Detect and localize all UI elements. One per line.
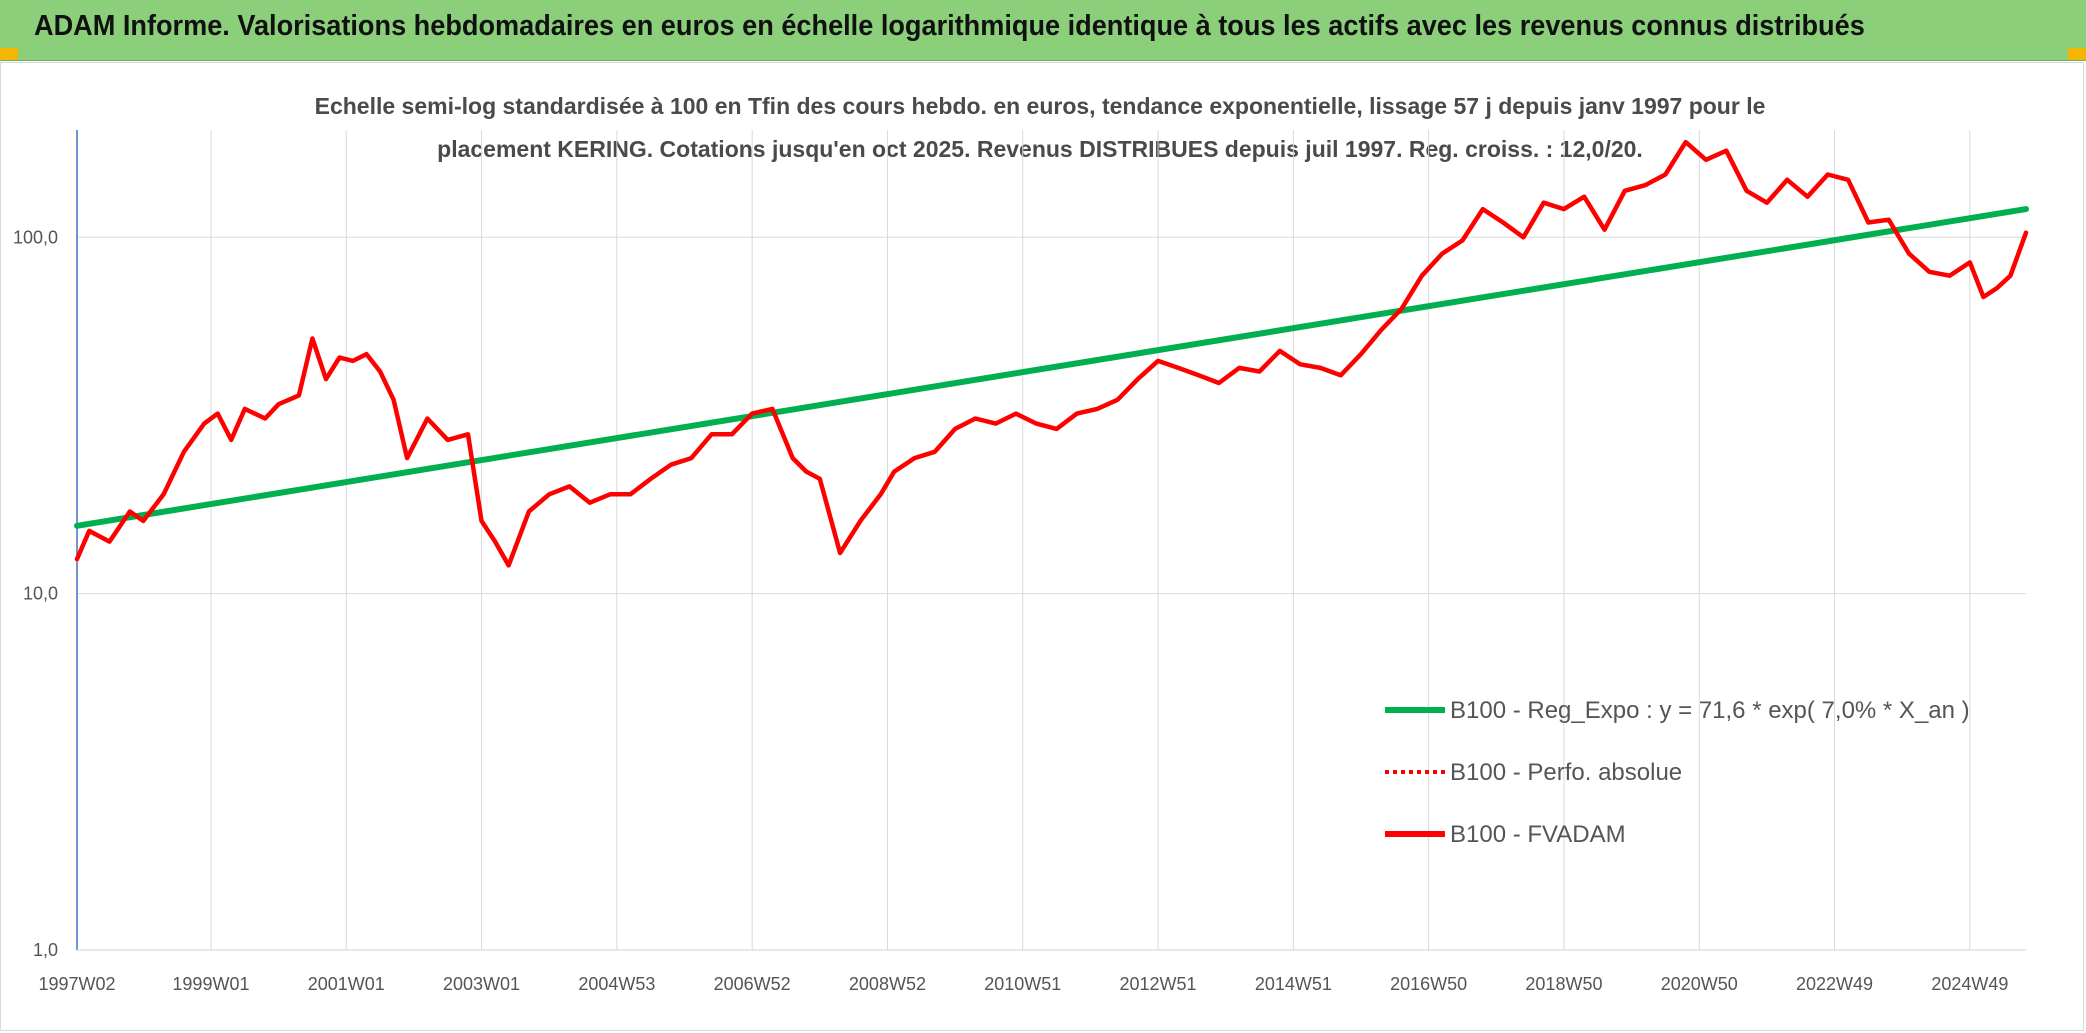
axes: 1997W02 1999W01 2001W01 2003W01 2004W53 2006W… (13, 130, 2026, 994)
x-tick-label: 2008W52 (849, 974, 926, 994)
banner-corner-right (2068, 48, 2086, 60)
x-tick-label: 2001W01 (308, 974, 385, 994)
legend: B100 - Reg_Expo : y = 71,6 * exp( 7,0% *… (1385, 697, 1970, 848)
x-tick-label: 2012W51 (1120, 974, 1197, 994)
x-tick-label: 2010W51 (984, 974, 1061, 994)
report-title: ADAM Informe. Valorisations hebdomadaire… (34, 10, 1865, 42)
x-tick-label: 2016W50 (1390, 974, 1467, 994)
x-tick-label: 2020W50 (1661, 974, 1738, 994)
x-tick-label: 2006W52 (714, 974, 791, 994)
x-tick-label: 1997W02 (38, 974, 115, 994)
legend-label: B100 - FVADAM (1450, 821, 1626, 848)
y-tick-label: 100,0 (13, 227, 58, 247)
banner-corner-left (0, 48, 18, 60)
y-tick-label: 10,0 (23, 584, 58, 604)
chart-title: Echelle semi-log standardisée à 100 en T… (315, 93, 1766, 119)
grid (76, 130, 2026, 951)
x-tick-label: 2024W49 (1931, 974, 2008, 994)
legend-label: B100 - Reg_Expo : y = 71,6 * exp( 7,0% *… (1450, 697, 1970, 724)
legend-label: B100 - Perfo. absolue (1450, 759, 1682, 786)
series (74, 139, 2029, 568)
fvadam-line (74, 139, 2029, 568)
x-tick-label: 2014W51 (1255, 974, 1332, 994)
x-tick-label: 1999W01 (172, 974, 249, 994)
x-tick-label: 2018W50 (1525, 974, 1602, 994)
x-tick-label: 2022W49 (1796, 974, 1873, 994)
report-banner: ADAM Informe. Valorisations hebdomadaire… (0, 0, 2086, 61)
x-tick-label: 2003W01 (443, 974, 520, 994)
chart-frame (0, 62, 2084, 1031)
y-tick-label: 1,0 (33, 940, 58, 960)
regression-line (74, 206, 2029, 529)
chart-subtitle: placement KERING. Cotations jusqu'en oct… (437, 136, 1643, 162)
x-tick-label: 2004W53 (578, 974, 655, 994)
